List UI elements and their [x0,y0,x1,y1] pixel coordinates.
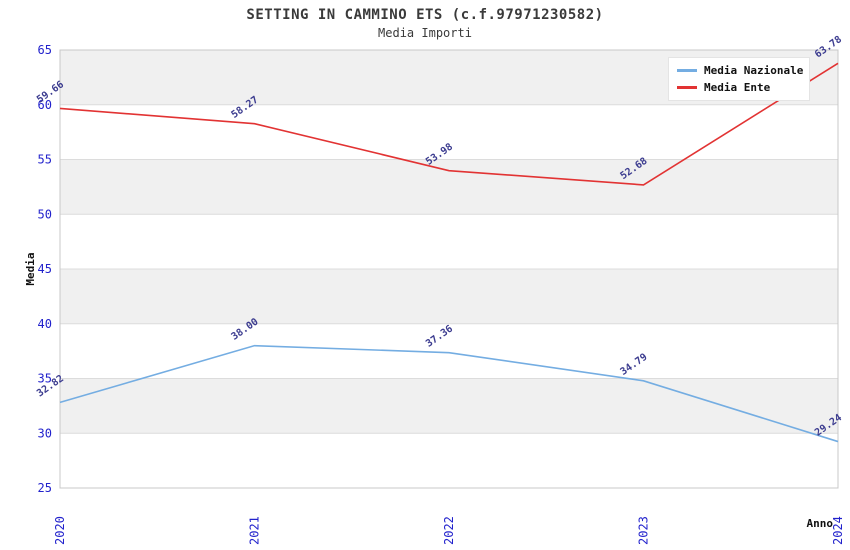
y-tick-label: 45 [38,262,52,276]
plot-border [59,49,839,489]
legend: Media Nazionale Media Ente [668,57,810,101]
y-tick-label: 55 [38,153,52,167]
y-tick-label: 40 [38,317,52,331]
x-axis-title: Anno [807,517,834,530]
y-tick-label: 50 [38,207,52,221]
plot-band [60,378,838,434]
y-axis-title: Media [24,252,37,285]
x-tick-label: 2024 [831,516,845,545]
legend-label-media-ente: Media Ente [704,81,771,94]
plot-band [60,323,838,379]
y-tick-label: 65 [38,43,52,57]
legend-swatch-media-nazionale [677,69,697,72]
plot-band [60,214,838,269]
y-tick-label: 35 [38,372,52,386]
chart-title: SETTING IN CAMMINO ETS (c.f.97971230582) [246,7,604,23]
legend-item-media-nazionale[interactable]: Media Nazionale [677,64,809,77]
legend-item-media-ente[interactable]: Media Ente [677,81,809,94]
x-tick-label: 2022 [442,516,456,545]
y-tick-label: 30 [38,426,52,440]
y-tick-label: 25 [38,481,52,495]
chart-subtitle: Media Importi [378,26,472,40]
series-line-media-ente [59,62,839,186]
plot-band [60,433,838,488]
legend-swatch-media-ente [677,86,697,89]
y-tick-label: 60 [38,98,52,112]
x-tick-label: 2020 [53,516,67,545]
plot-band [60,104,838,160]
legend-label-media-nazionale: Media Nazionale [704,64,804,77]
plot-band [60,159,838,215]
series-line-media-nazionale [59,344,839,443]
plot-band [60,269,838,324]
x-tick-label: 2023 [637,516,651,545]
x-tick-label: 2021 [248,516,262,545]
